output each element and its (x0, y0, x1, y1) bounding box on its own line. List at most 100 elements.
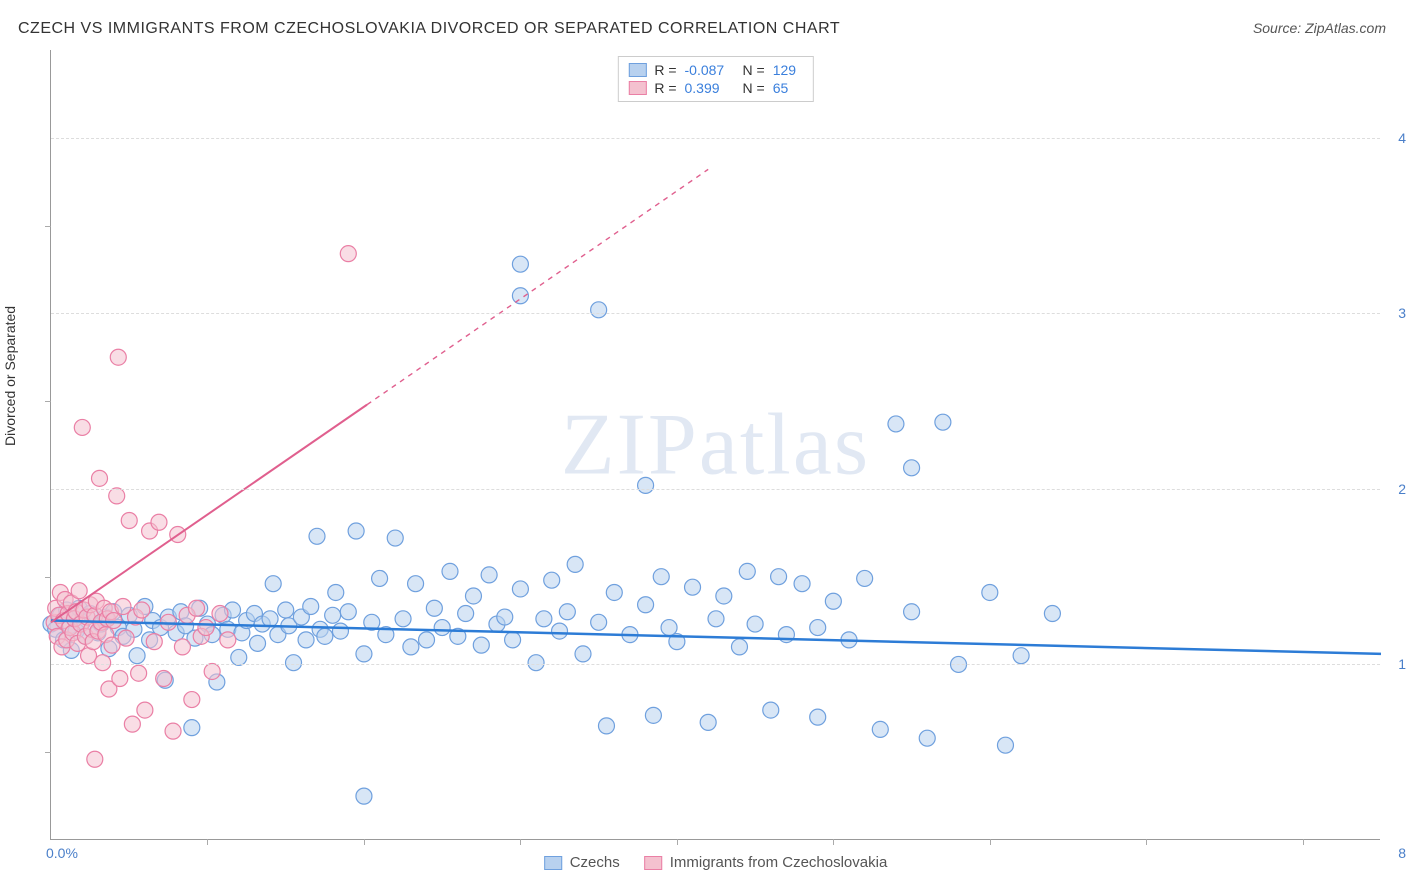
data-point (286, 655, 302, 671)
data-point (434, 620, 450, 636)
data-point (212, 606, 228, 622)
data-point (317, 628, 333, 644)
data-point (825, 593, 841, 609)
data-point (332, 623, 348, 639)
y-tick-label: 40.0% (1398, 130, 1406, 146)
data-point (552, 623, 568, 639)
data-point (904, 604, 920, 620)
data-point (109, 488, 125, 504)
data-point (512, 581, 528, 597)
data-point (638, 477, 654, 493)
data-point (810, 620, 826, 636)
data-point (442, 563, 458, 579)
data-point (309, 528, 325, 544)
y-tick-label: 10.0% (1398, 656, 1406, 672)
stats-row: R =0.399N =65 (628, 79, 802, 97)
x-tick (833, 839, 834, 845)
data-point (356, 788, 372, 804)
data-point (328, 584, 344, 600)
data-point (387, 530, 403, 546)
data-point (265, 576, 281, 592)
bottom-legend: Czechs Immigrants from Czechoslovakia (544, 854, 888, 871)
x-tick (1146, 839, 1147, 845)
data-point (771, 569, 787, 585)
data-point (95, 655, 111, 671)
data-point (348, 523, 364, 539)
y-tick (45, 577, 51, 578)
data-point (606, 584, 622, 600)
data-point (106, 613, 122, 629)
y-tick-label: 30.0% (1398, 305, 1406, 321)
data-point (303, 599, 319, 615)
r-label: R = (654, 80, 676, 96)
data-point (857, 570, 873, 586)
data-point (598, 718, 614, 734)
data-point (544, 572, 560, 588)
data-point (204, 663, 220, 679)
data-point (465, 588, 481, 604)
grid-line (51, 664, 1380, 665)
data-point (131, 665, 147, 681)
data-point (184, 720, 200, 736)
data-point (473, 637, 489, 653)
data-point (559, 604, 575, 620)
data-point (810, 709, 826, 725)
data-point (591, 302, 607, 318)
data-point (481, 567, 497, 583)
data-point (184, 692, 200, 708)
chart-title: CZECH VS IMMIGRANTS FROM CZECHOSLOVAKIA … (18, 20, 840, 38)
data-point (747, 616, 763, 632)
data-point (298, 632, 314, 648)
y-tick (45, 226, 51, 227)
data-point (408, 576, 424, 592)
r-value: -0.087 (685, 62, 735, 78)
data-point (653, 569, 669, 585)
legend-label: Immigrants from Czechoslovakia (670, 854, 888, 871)
data-point (638, 597, 654, 613)
data-point (146, 634, 162, 650)
data-point (419, 632, 435, 648)
data-point (575, 646, 591, 662)
data-point (763, 702, 779, 718)
series-swatch (628, 63, 646, 77)
x-tick (677, 839, 678, 845)
data-point (997, 737, 1013, 753)
n-label: N = (743, 80, 765, 96)
stats-legend-box: R =-0.087N =129R =0.399N =65 (617, 56, 813, 102)
data-point (340, 246, 356, 262)
data-point (220, 632, 236, 648)
data-point (278, 602, 294, 618)
data-point (104, 637, 120, 653)
data-point (92, 470, 108, 486)
n-value: 65 (773, 80, 803, 96)
series-swatch (544, 856, 562, 870)
source-attribution: Source: ZipAtlas.com (1253, 20, 1386, 36)
data-point (129, 648, 145, 664)
grid-line (51, 138, 1380, 139)
x-tick (1303, 839, 1304, 845)
data-point (124, 716, 140, 732)
data-point (888, 416, 904, 432)
legend-item: Czechs (544, 854, 620, 871)
data-point (739, 563, 755, 579)
grid-line (51, 313, 1380, 314)
x-tick (364, 839, 365, 845)
data-point (982, 584, 998, 600)
data-point (731, 639, 747, 655)
data-point (794, 576, 810, 592)
trend-line (51, 405, 367, 623)
data-point (403, 639, 419, 655)
data-point (325, 607, 341, 623)
y-axis-label: Divorced or Separated (2, 306, 18, 446)
data-point (567, 556, 583, 572)
data-point (110, 349, 126, 365)
data-point (156, 670, 172, 686)
chart-svg (51, 50, 1380, 839)
data-point (528, 655, 544, 671)
data-point (700, 714, 716, 730)
legend-item: Immigrants from Czechoslovakia (644, 854, 888, 871)
data-point (505, 632, 521, 648)
data-point (497, 609, 513, 625)
data-point (134, 602, 150, 618)
data-point (165, 723, 181, 739)
